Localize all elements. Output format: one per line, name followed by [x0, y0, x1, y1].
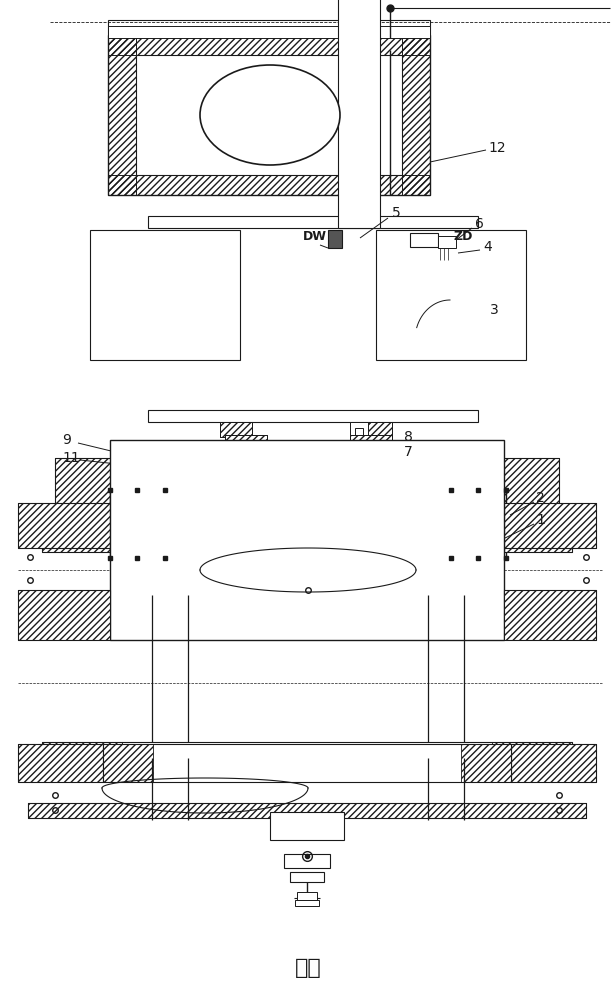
Bar	[286, 562, 330, 580]
Bar	[454, 500, 504, 550]
Bar	[290, 872, 324, 882]
Bar	[410, 233, 438, 247]
Bar	[90, 230, 240, 360]
Bar	[110, 500, 160, 550]
Bar	[148, 410, 478, 422]
Bar	[504, 517, 572, 552]
Text: 球阀: 球阀	[294, 958, 322, 978]
Text: 6: 6	[475, 217, 484, 231]
Bar	[110, 500, 504, 550]
Text: 7: 7	[404, 445, 413, 459]
Bar	[504, 503, 596, 548]
Bar	[136, 55, 402, 175]
Bar	[360, 422, 392, 437]
Bar	[90, 479, 524, 497]
Text: 8: 8	[404, 430, 413, 444]
Bar	[497, 458, 559, 508]
Bar	[270, 812, 344, 840]
Bar	[28, 803, 586, 818]
Bar	[434, 479, 524, 497]
Bar	[18, 503, 110, 548]
Bar	[220, 422, 252, 437]
Text: 2: 2	[536, 491, 545, 505]
Bar	[504, 590, 596, 640]
Bar	[18, 590, 110, 640]
Bar	[492, 742, 572, 762]
Bar	[225, 435, 267, 457]
Bar	[350, 435, 392, 457]
Bar	[90, 479, 180, 497]
Bar	[461, 744, 511, 782]
Bar	[42, 517, 110, 552]
Bar	[42, 742, 122, 762]
Bar	[108, 175, 430, 195]
Bar	[90, 505, 170, 520]
Bar	[103, 744, 153, 782]
Bar	[108, 35, 430, 55]
Bar	[497, 458, 559, 508]
Text: 12: 12	[488, 141, 506, 155]
Bar	[18, 744, 103, 782]
Bar	[103, 744, 511, 782]
Text: DW: DW	[303, 231, 327, 243]
Bar	[338, 0, 380, 228]
Bar	[18, 503, 110, 548]
Bar	[18, 744, 103, 782]
Bar	[55, 458, 117, 508]
Text: 5: 5	[392, 206, 401, 220]
Bar	[90, 505, 524, 520]
Bar	[402, 35, 430, 195]
Bar	[297, 892, 317, 900]
Bar	[444, 505, 524, 520]
Text: 4: 4	[483, 240, 492, 254]
Bar	[295, 900, 319, 906]
Bar	[355, 428, 363, 458]
Bar	[220, 422, 252, 437]
Bar	[265, 453, 353, 465]
Bar	[108, 26, 430, 38]
Bar	[511, 744, 596, 782]
Text: 1: 1	[536, 513, 545, 527]
Bar	[108, 35, 136, 195]
Bar	[360, 422, 392, 437]
Bar	[376, 230, 526, 360]
Bar	[55, 458, 117, 508]
Bar	[108, 20, 430, 35]
Bar	[110, 440, 504, 640]
Bar	[284, 854, 330, 868]
Text: 9: 9	[62, 433, 71, 447]
Bar	[511, 744, 596, 782]
Text: 3: 3	[490, 303, 499, 317]
Bar	[225, 435, 267, 457]
Bar	[350, 435, 392, 457]
Bar	[350, 422, 368, 440]
Ellipse shape	[200, 65, 340, 165]
Bar	[328, 230, 342, 248]
Bar	[504, 517, 572, 552]
Bar	[148, 216, 478, 228]
Text: 11: 11	[62, 451, 79, 465]
Bar	[300, 445, 318, 455]
Bar	[265, 453, 353, 465]
Bar	[504, 590, 596, 640]
Bar	[42, 742, 572, 762]
Bar	[438, 236, 456, 248]
Bar	[42, 517, 110, 552]
Text: ZD: ZD	[453, 231, 472, 243]
Bar	[28, 803, 586, 818]
Bar	[108, 35, 430, 195]
Bar	[18, 590, 110, 640]
Bar	[504, 503, 596, 548]
